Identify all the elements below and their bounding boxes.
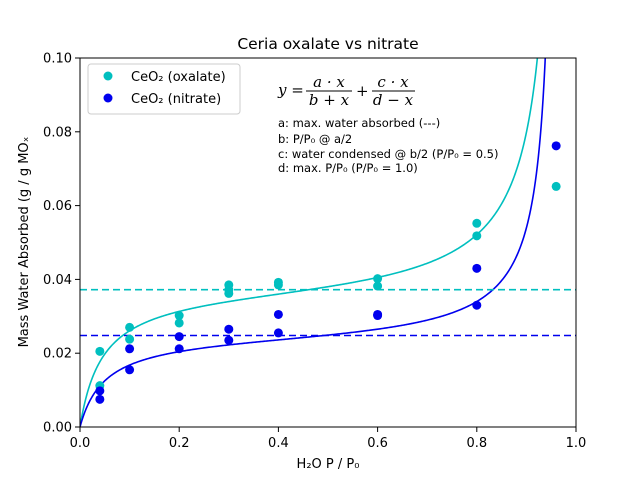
x-axis-ticks: 0.0 0.2 0.4 0.6 0.8 1.0	[70, 427, 587, 451]
data-point-series-1	[224, 324, 234, 334]
note-c: c: water condensed @ b/2 (P/P₀ = 0.5)	[278, 147, 498, 161]
data-point-series-1	[125, 365, 135, 375]
data-point-series-0	[224, 288, 234, 298]
x-tick-label: 1.0	[566, 436, 587, 451]
data-point-series-1	[472, 300, 482, 310]
equation-plus: +	[356, 82, 369, 100]
equation-frac2-numerator: c · x	[377, 73, 409, 91]
data-point-series-0	[174, 318, 184, 328]
data-point-series-0	[125, 322, 135, 332]
equation-lhs: y =	[277, 81, 304, 99]
chart-title: Ceria oxalate vs nitrate	[237, 35, 418, 53]
parameter-notes: a: max. water absorbed (---) b: P/P₀ @ a…	[278, 116, 498, 175]
legend-marker-nitrate	[103, 93, 113, 103]
y-tick-label: 0.08	[43, 125, 72, 140]
x-tick-label: 0.8	[466, 436, 487, 451]
legend: CeO₂ (oxalate) CeO₂ (nitrate)	[87, 63, 241, 115]
data-point-series-0	[472, 231, 482, 241]
reference-lines	[80, 288, 576, 337]
x-tick-label: 0.6	[367, 436, 388, 451]
data-point-series-0	[472, 218, 482, 228]
data-point-series-0	[125, 334, 135, 344]
data-points	[95, 141, 561, 404]
y-tick-label: 0.06	[43, 199, 72, 214]
data-point-series-1	[273, 309, 283, 319]
y-axis-label: Mass Water Absorbed (g / g MOₓ	[17, 136, 32, 347]
plot-frame	[79, 57, 577, 428]
data-point-series-1	[125, 344, 135, 354]
x-tick-label: 0.2	[169, 436, 190, 451]
legend-marker-oxalate	[103, 71, 113, 81]
data-point-series-0	[174, 311, 184, 321]
fit-equation: y = a · x b + x + c · x d − x	[277, 73, 415, 109]
y-tick-label: 0.04	[43, 273, 72, 288]
data-point-series-0	[373, 281, 383, 291]
y-tick-label: 0.02	[43, 347, 72, 362]
legend-box	[87, 63, 241, 115]
y-tick-label: 0.10	[43, 52, 72, 67]
data-point-series-1	[551, 141, 561, 151]
x-tick-label: 0.4	[268, 436, 289, 451]
data-point-series-0	[273, 280, 283, 290]
legend-label-nitrate: CeO₂ (nitrate)	[131, 92, 221, 107]
y-axis-ticks: 0.00 0.02 0.04 0.06 0.08 0.10	[43, 52, 80, 436]
data-point-series-0	[551, 181, 561, 191]
note-b: b: P/P₀ @ a/2	[278, 132, 352, 146]
fit-curve-series-1	[80, 58, 547, 427]
data-point-series-1	[95, 394, 105, 404]
data-point-series-1	[273, 328, 283, 338]
x-axis-label: H₂O P / P₀	[297, 457, 360, 472]
y-tick-label: 0.00	[43, 421, 72, 436]
note-a: a: max. water absorbed (---)	[278, 116, 440, 130]
legend-label-oxalate: CeO₂ (oxalate)	[131, 70, 226, 85]
x-tick-label: 0.0	[70, 436, 91, 451]
data-point-series-1	[472, 263, 482, 273]
data-point-series-1	[95, 386, 105, 396]
data-point-series-1	[174, 332, 184, 342]
data-point-series-0	[95, 346, 105, 356]
note-d: d: max. P/P₀ (P/P₀ = 1.0)	[278, 161, 418, 175]
equation-frac1-denominator: b + x	[309, 91, 350, 109]
data-point-series-1	[224, 335, 234, 345]
equation-frac1-numerator: a · x	[313, 73, 345, 91]
data-point-series-1	[373, 311, 383, 321]
data-point-series-1	[174, 344, 184, 354]
equation-frac2-denominator: d − x	[373, 91, 414, 109]
data-point-series-0	[373, 274, 383, 284]
